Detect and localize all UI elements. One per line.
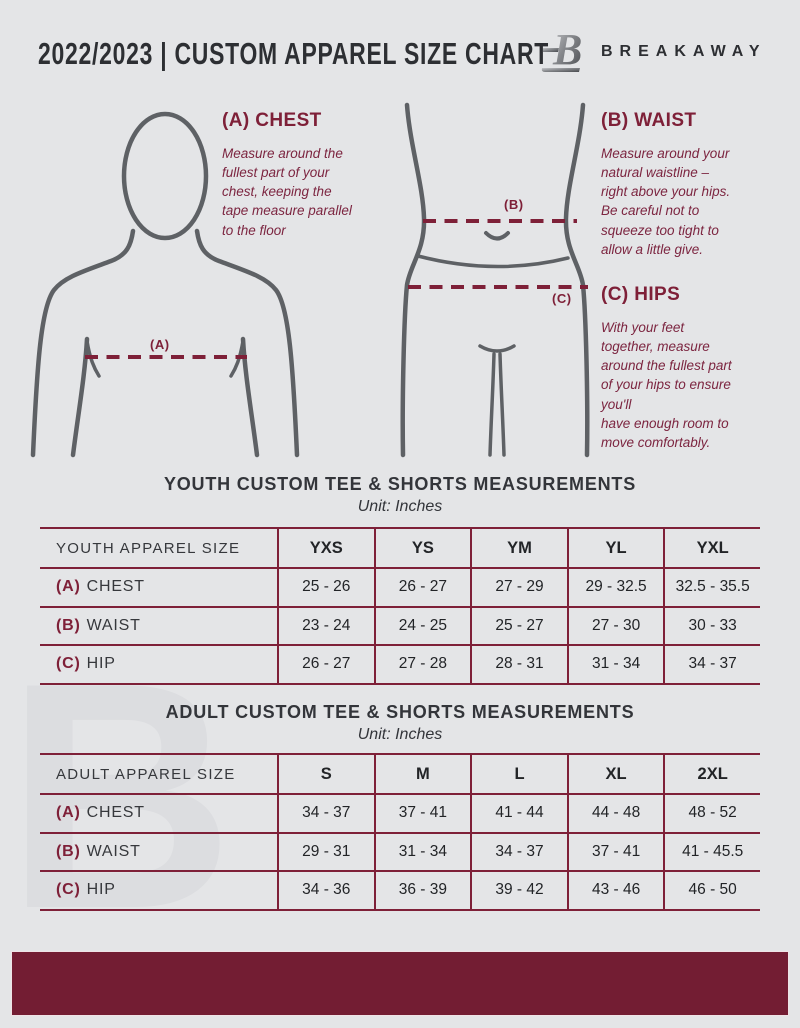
row-measure-name: WAIST xyxy=(86,616,141,634)
size-range-cell: 48 - 52 xyxy=(663,795,760,834)
size-range-cell: 41 - 45.5 xyxy=(663,833,760,872)
marker-a-label: (A) xyxy=(150,337,170,352)
size-range-cell: 26 - 27 xyxy=(277,646,374,685)
row-marker: (C) xyxy=(56,655,81,673)
size-range-cell: 36 - 39 xyxy=(373,872,471,911)
marker-b-label: (B) xyxy=(504,197,524,212)
size-range-cell: 25 - 26 xyxy=(277,569,374,608)
size-range-cell: 41 - 44 xyxy=(470,795,567,834)
size-range-cell: 24 - 25 xyxy=(373,607,471,646)
waist-guide: (B) WAIST Measure around your natural wa… xyxy=(601,110,781,259)
size-range-cell: 29 - 31 xyxy=(277,833,374,872)
size-range-cell: 37 - 41 xyxy=(373,795,471,834)
row-measure-name: HIP xyxy=(86,881,116,899)
size-column-header: YS xyxy=(373,529,471,569)
row-marker: (B) xyxy=(56,616,81,634)
size-column-header: 2XL xyxy=(663,755,760,795)
size-range-cell: 31 - 34 xyxy=(566,646,664,685)
size-range-cell: 31 - 34 xyxy=(373,833,471,872)
measurement-row-label: (A) CHEST xyxy=(40,795,277,834)
adult-section-title: ADULT CUSTOM TEE & SHORTS MEASUREMENTS xyxy=(165,702,635,722)
waist-guide-heading: (B) WAIST xyxy=(601,110,697,131)
measurement-row-label: (A) CHEST xyxy=(40,569,277,608)
adult-size-table: ADULT APPAREL SIZE S M L XL 2XL (A) CHEST 34 - 3… xyxy=(40,753,760,911)
row-measure-name: WAIST xyxy=(86,842,141,860)
size-column-header: L xyxy=(470,755,567,795)
row-marker: (A) xyxy=(56,804,81,822)
size-range-cell: 34 - 37 xyxy=(470,833,567,872)
size-range-cell: 27 - 30 xyxy=(566,607,664,646)
row-marker: (B) xyxy=(56,842,81,860)
table-corner-label: YOUTH APPAREL SIZE xyxy=(40,529,277,569)
size-range-cell: 39 - 42 xyxy=(470,872,567,911)
measurement-row-label: (B) WAIST xyxy=(40,834,277,872)
youth-section-title: YOUTH CUSTOM TEE & SHORTS MEASUREMENTS xyxy=(163,474,637,494)
size-column-header: YM xyxy=(470,529,567,569)
hips-guide-body: With your feet together, measure around … xyxy=(601,320,732,450)
breakaway-logo-icon: B xyxy=(541,24,589,76)
chest-guide: (A) CHEST Measure around the fullest par… xyxy=(222,110,400,240)
size-range-cell: 30 - 33 xyxy=(663,607,760,646)
size-range-cell: 23 - 24 xyxy=(277,607,374,646)
hips-guide-heading: (C) HIPS xyxy=(601,284,681,305)
chest-guide-heading: (A) CHEST xyxy=(222,110,322,131)
size-column-header: YXL xyxy=(663,529,760,569)
youth-section-unit: Unit: Inches xyxy=(357,498,443,515)
size-range-cell: 26 - 27 xyxy=(373,569,471,608)
youth-size-table: YOUTH APPAREL SIZE YXS YS YM YL YXL (A) CHEST 25… xyxy=(40,527,760,685)
measurement-row-label: (B) WAIST xyxy=(40,608,277,646)
row-marker: (C) xyxy=(56,881,81,899)
row-measure-name: CHEST xyxy=(86,804,145,822)
brand-name: BREAKAWAY xyxy=(601,43,767,60)
table-corner-label: ADULT APPAREL SIZE xyxy=(40,755,277,795)
hips-guide: (C) HIPS With your feet together, measur… xyxy=(601,284,783,452)
size-range-cell: 27 - 29 xyxy=(470,569,567,608)
size-range-cell: 25 - 27 xyxy=(470,607,567,646)
size-range-cell: 46 - 50 xyxy=(663,872,760,911)
size-column-header: YXS xyxy=(277,529,374,569)
size-column-header: XL xyxy=(566,755,664,795)
brand-watermark-b: B xyxy=(6,617,234,976)
waist-guide-body: Measure around your natural waistline – … xyxy=(601,146,731,257)
upper-body-figure xyxy=(30,111,300,458)
size-range-cell: 43 - 46 xyxy=(566,872,664,911)
measurement-row-label: (C) HIP xyxy=(40,872,277,911)
size-range-cell: 32.5 - 35.5 xyxy=(663,569,760,608)
size-range-cell: 34 - 37 xyxy=(277,795,374,834)
size-range-cell: 34 - 37 xyxy=(663,646,760,685)
size-range-cell: 34 - 36 xyxy=(277,872,374,911)
size-range-cell: 29 - 32.5 xyxy=(566,569,664,608)
size-column-header: M xyxy=(373,755,471,795)
size-range-cell: 37 - 41 xyxy=(566,833,664,872)
size-column-header: YL xyxy=(566,529,664,569)
marker-c-label: (C) xyxy=(552,291,572,306)
row-measure-name: CHEST xyxy=(86,578,145,596)
footer-bar xyxy=(11,951,789,1016)
adult-section-unit: Unit: Inches xyxy=(357,726,443,743)
row-measure-name: HIP xyxy=(86,655,116,673)
size-range-cell: 44 - 48 xyxy=(566,795,664,834)
lower-body-figure xyxy=(400,102,590,458)
page-title: 2022/2023 | CUSTOM APPAREL SIZE CHART xyxy=(38,36,550,71)
size-column-header: S xyxy=(277,755,374,795)
chest-guide-body: Measure around the fullest part of your … xyxy=(222,146,352,238)
row-marker: (A) xyxy=(56,578,81,596)
size-range-cell: 27 - 28 xyxy=(373,646,471,685)
measurement-row-label: (C) HIP xyxy=(40,646,277,685)
size-range-cell: 28 - 31 xyxy=(470,646,567,685)
